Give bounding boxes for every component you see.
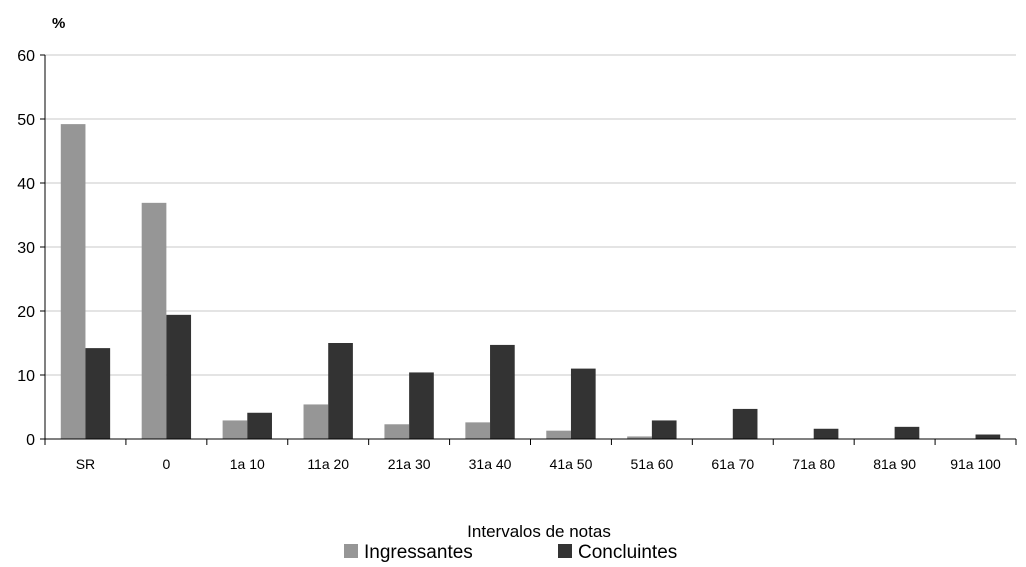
bar-concluintes — [732, 408, 758, 439]
x-tick-label: 61a 70 — [711, 456, 754, 472]
bar-ingressantes — [222, 420, 248, 439]
y-tick-label: 0 — [26, 432, 35, 449]
y-tick-label: 10 — [17, 368, 35, 385]
x-tick-label: 1a 10 — [230, 456, 265, 472]
bar-concluintes — [85, 348, 111, 439]
x-tick-label: SR — [76, 456, 95, 472]
x-tick-label: 11a 20 — [307, 456, 349, 472]
bar-ingressantes — [384, 424, 410, 439]
bar-concluintes — [894, 426, 920, 439]
bar-ingressantes — [627, 436, 652, 439]
x-axis-title: Intervalos de notas — [467, 522, 611, 541]
legend-swatch-ingressantes — [344, 544, 358, 558]
y-tick-label: 40 — [17, 176, 35, 193]
x-tick-label: 81a 90 — [873, 456, 916, 472]
x-axis-labels: SR 0 1a 10 11a 20 21a 30 31a 40 41a 50 51a 60 61… — [44, 439, 1017, 472]
bar-concluintes — [813, 428, 839, 439]
bar-concluintes — [651, 420, 677, 439]
y-unit-label: % — [52, 15, 65, 32]
x-tick-label: 31a 40 — [469, 456, 512, 472]
x-tick-label: 0 — [162, 456, 170, 472]
y-tick-label: 60 — [17, 48, 35, 65]
bar-ingressantes — [303, 404, 329, 439]
x-tick-label: 91a 100 — [950, 456, 1001, 472]
y-tick-label: 30 — [17, 240, 35, 257]
bar-concluintes — [328, 343, 353, 439]
x-tick-label: 41a 50 — [550, 456, 593, 472]
legend: Ingressantes Concluintes — [344, 542, 677, 563]
bar-ingressantes — [546, 430, 571, 439]
x-tick-label: 71a 80 — [792, 456, 835, 472]
x-tick-label: 21a 30 — [388, 456, 431, 472]
bar-concluintes — [570, 368, 596, 439]
bar-concluintes — [975, 434, 1001, 439]
bar-concluintes — [490, 344, 515, 439]
bar-ingressantes — [60, 124, 86, 440]
legend-label: Ingressantes — [364, 542, 473, 563]
bar-ingressantes — [465, 422, 491, 439]
gridlines — [45, 54, 1016, 376]
bar-concluintes — [409, 372, 434, 439]
bar-concluintes — [166, 314, 192, 439]
legend-label: Concluintes — [578, 542, 677, 563]
y-tick-label: 20 — [17, 304, 35, 321]
x-tick-label: 51a 60 — [630, 456, 673, 472]
legend-swatch-concluintes — [558, 544, 572, 558]
bar-ingressantes — [141, 202, 167, 439]
y-tick-label: 50 — [17, 112, 35, 129]
y-axis-ticks: 0 10 20 30 40 50 60 — [17, 48, 45, 449]
bars — [60, 124, 1001, 440]
bar-concluintes — [247, 412, 272, 439]
